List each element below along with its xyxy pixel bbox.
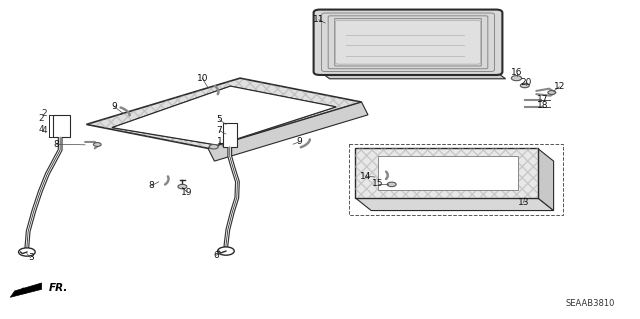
Text: 9: 9 <box>296 137 301 146</box>
Text: 20: 20 <box>520 78 532 87</box>
Text: SEAAB3810: SEAAB3810 <box>565 299 614 308</box>
Text: 4: 4 <box>41 126 47 135</box>
Circle shape <box>93 143 101 146</box>
Text: 18: 18 <box>537 101 548 110</box>
Text: 2: 2 <box>41 109 47 118</box>
Polygon shape <box>112 86 336 145</box>
Text: 15: 15 <box>372 179 383 188</box>
Circle shape <box>548 91 556 94</box>
Bar <box>349 144 563 215</box>
Polygon shape <box>538 148 554 211</box>
Text: 14: 14 <box>360 172 372 181</box>
Circle shape <box>520 83 529 88</box>
Text: 16: 16 <box>511 68 523 77</box>
Bar <box>53 115 70 137</box>
FancyBboxPatch shape <box>314 10 502 75</box>
Bar <box>223 123 237 147</box>
Text: 8: 8 <box>149 181 154 190</box>
Text: 5: 5 <box>217 115 222 124</box>
Circle shape <box>387 182 396 187</box>
Polygon shape <box>378 156 518 190</box>
Polygon shape <box>320 72 506 79</box>
Text: 12: 12 <box>554 82 565 91</box>
Polygon shape <box>355 148 538 198</box>
Text: 13: 13 <box>518 198 529 207</box>
Text: 1: 1 <box>217 137 222 146</box>
Circle shape <box>209 145 218 149</box>
Text: 11: 11 <box>313 15 324 24</box>
Text: 3: 3 <box>28 253 33 262</box>
Text: 8: 8 <box>54 140 59 149</box>
Circle shape <box>511 76 522 81</box>
Circle shape <box>178 184 187 189</box>
Text: 7: 7 <box>217 126 222 135</box>
Polygon shape <box>86 78 362 148</box>
Circle shape <box>19 248 35 256</box>
Circle shape <box>218 247 234 255</box>
Polygon shape <box>355 198 554 211</box>
Polygon shape <box>10 283 42 297</box>
Text: 9: 9 <box>111 102 116 111</box>
Polygon shape <box>208 102 368 161</box>
Text: 10: 10 <box>196 74 208 83</box>
Text: 6: 6 <box>214 251 219 260</box>
Text: 4: 4 <box>38 125 44 134</box>
Text: 17: 17 <box>537 95 548 104</box>
Text: 19: 19 <box>181 188 193 197</box>
Text: 2: 2 <box>38 114 44 123</box>
Polygon shape <box>112 86 336 145</box>
Text: FR.: FR. <box>49 283 68 293</box>
FancyBboxPatch shape <box>335 20 481 64</box>
